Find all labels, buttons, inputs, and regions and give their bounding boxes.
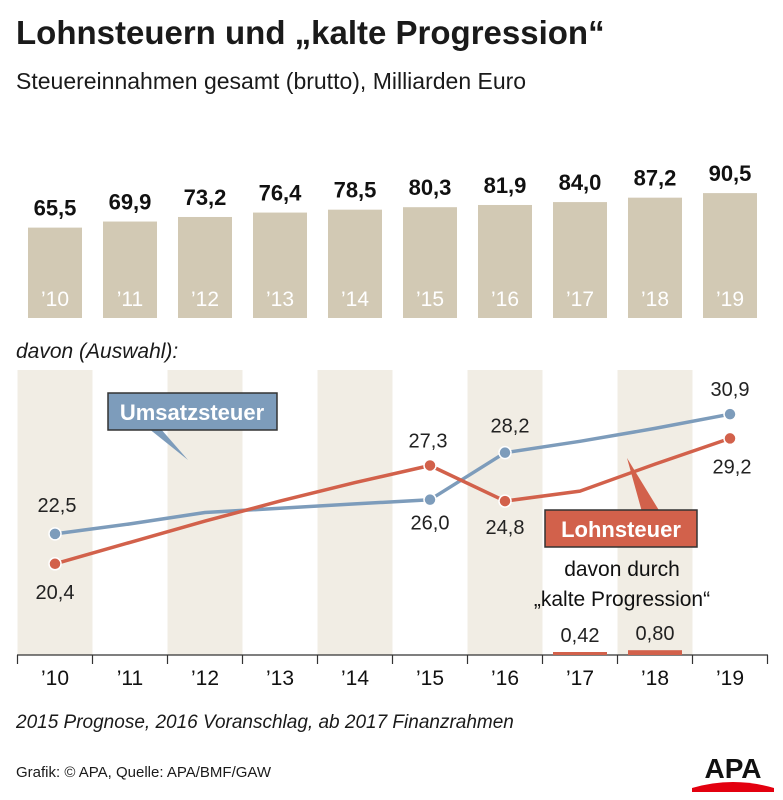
line-chart: ’10 ’11 ’12 ’13 ’14 ’15 ’16 ’17 ’18 ’19 0,42 0,80 da… (16, 370, 769, 690)
series-marker-lohnsteuer (723, 431, 737, 446)
point-label: 29,2 (713, 456, 752, 478)
point-label: 22,5 (38, 495, 77, 517)
apa-logo: APA (692, 753, 774, 792)
point-label: 20,4 (36, 582, 75, 604)
column-band (317, 370, 393, 655)
source-credit: Grafik: © APA, Quelle: APA/BMF/GAW (16, 764, 272, 781)
kalte-progression-bar (553, 652, 607, 655)
x-axis-label: ’18 (641, 667, 669, 690)
bar-value-label: 80,3 (409, 175, 452, 200)
series-marker-umsatzsteuer (423, 492, 437, 507)
bar-value-label: 87,2 (634, 166, 677, 191)
column-band (467, 370, 543, 655)
x-axis-label: ’13 (266, 667, 294, 690)
footnote: 2015 Prognose, 2016 Voranschlag, ab 2017… (16, 712, 514, 733)
bar-year-label: ’19 (716, 288, 744, 311)
apa-logo-swoosh (692, 782, 774, 792)
series-marker-umsatzsteuer (723, 407, 737, 421)
bar (403, 207, 457, 318)
point-label: 30,9 (711, 379, 750, 401)
series-marker-umsatzsteuer (498, 445, 512, 460)
x-axis-label: ’19 (716, 667, 744, 690)
kalte-progression-label-line2: „kalte Progression“ (534, 588, 710, 611)
umsatzsteuer-callout-pointer (148, 428, 188, 460)
page-title: Lohnsteuern und „kalte Progression“ (16, 14, 605, 51)
bar (103, 221, 157, 318)
apa-logo-text: APA (704, 753, 761, 784)
bar-year-label: ’11 (117, 288, 143, 311)
series-marker-lohnsteuer (48, 557, 62, 571)
bar-year-label: ’13 (266, 288, 294, 311)
kalte-progression-bar (628, 650, 682, 655)
line-section-label: davon (Auswahl): (16, 340, 179, 363)
x-axis-label: ’17 (566, 667, 594, 690)
lohnsteuer-callout-pointer (627, 458, 660, 512)
x-axis-label: ’10 (41, 667, 69, 690)
kalte-progression-value: 0,42 (561, 625, 600, 647)
bar-year-label: ’12 (191, 288, 219, 311)
bar-year-label: ’15 (416, 288, 444, 311)
x-axis-label: ’11 (117, 667, 143, 690)
series-marker-lohnsteuer (498, 494, 512, 508)
point-label: 27,3 (409, 430, 448, 452)
umsatzsteuer-callout-box (107, 392, 278, 431)
bar (628, 197, 682, 318)
bar-year-label: ’16 (491, 288, 519, 311)
x-axis-label: ’12 (191, 667, 219, 690)
point-label: 28,2 (491, 416, 530, 438)
lohnsteuer-callout-box (544, 509, 698, 548)
bar-value-label: 73,2 (184, 185, 227, 210)
bar-year-label: ’17 (566, 288, 594, 311)
x-axis-label: ’15 (416, 667, 444, 690)
series-line-lohnsteuer (54, 436, 731, 566)
bar-value-label: 65,5 (34, 196, 77, 221)
bar-year-label: ’14 (341, 288, 369, 311)
kalte-progression-value: 0,80 (636, 623, 675, 645)
x-axis-label: ’14 (341, 667, 369, 690)
bar (28, 227, 82, 318)
page-subtitle: Steuereinnahmen gesamt (brutto), Milliar… (16, 68, 527, 94)
bar (178, 216, 232, 318)
bar (553, 202, 607, 318)
bar-value-label: 90,5 (709, 161, 752, 186)
umsatzsteuer-callout-label: Umsatzsteuer (120, 400, 265, 425)
bar-value-label: 78,5 (334, 178, 377, 203)
bar (703, 193, 757, 318)
series-line-umsatzsteuer (54, 412, 731, 536)
x-axis-label: ’16 (491, 667, 519, 690)
bar-value-label: 69,9 (109, 190, 152, 215)
bar-value-label: 76,4 (259, 181, 303, 206)
series-marker-umsatzsteuer (48, 527, 62, 541)
column-band (17, 370, 93, 655)
bar-year-label: ’10 (41, 288, 69, 311)
bar (478, 204, 532, 318)
bar (328, 209, 382, 318)
point-label: 24,8 (486, 517, 525, 539)
bar-chart: 65,5 ’10 69,9 ’11 73,2 ’12 76,4 ’13 78,5 ’14 80,3 ’… (28, 161, 757, 318)
point-label: 26,0 (411, 513, 450, 535)
lohnsteuer-callout-label: Lohnsteuer (561, 517, 681, 542)
bar (253, 212, 307, 318)
bar-value-label: 81,9 (484, 173, 527, 198)
bar-value-label: 84,0 (559, 170, 602, 195)
series-marker-lohnsteuer (423, 458, 437, 473)
kalte-progression-label-line1: davon durch (564, 558, 680, 581)
bar-year-label: ’18 (641, 288, 669, 311)
